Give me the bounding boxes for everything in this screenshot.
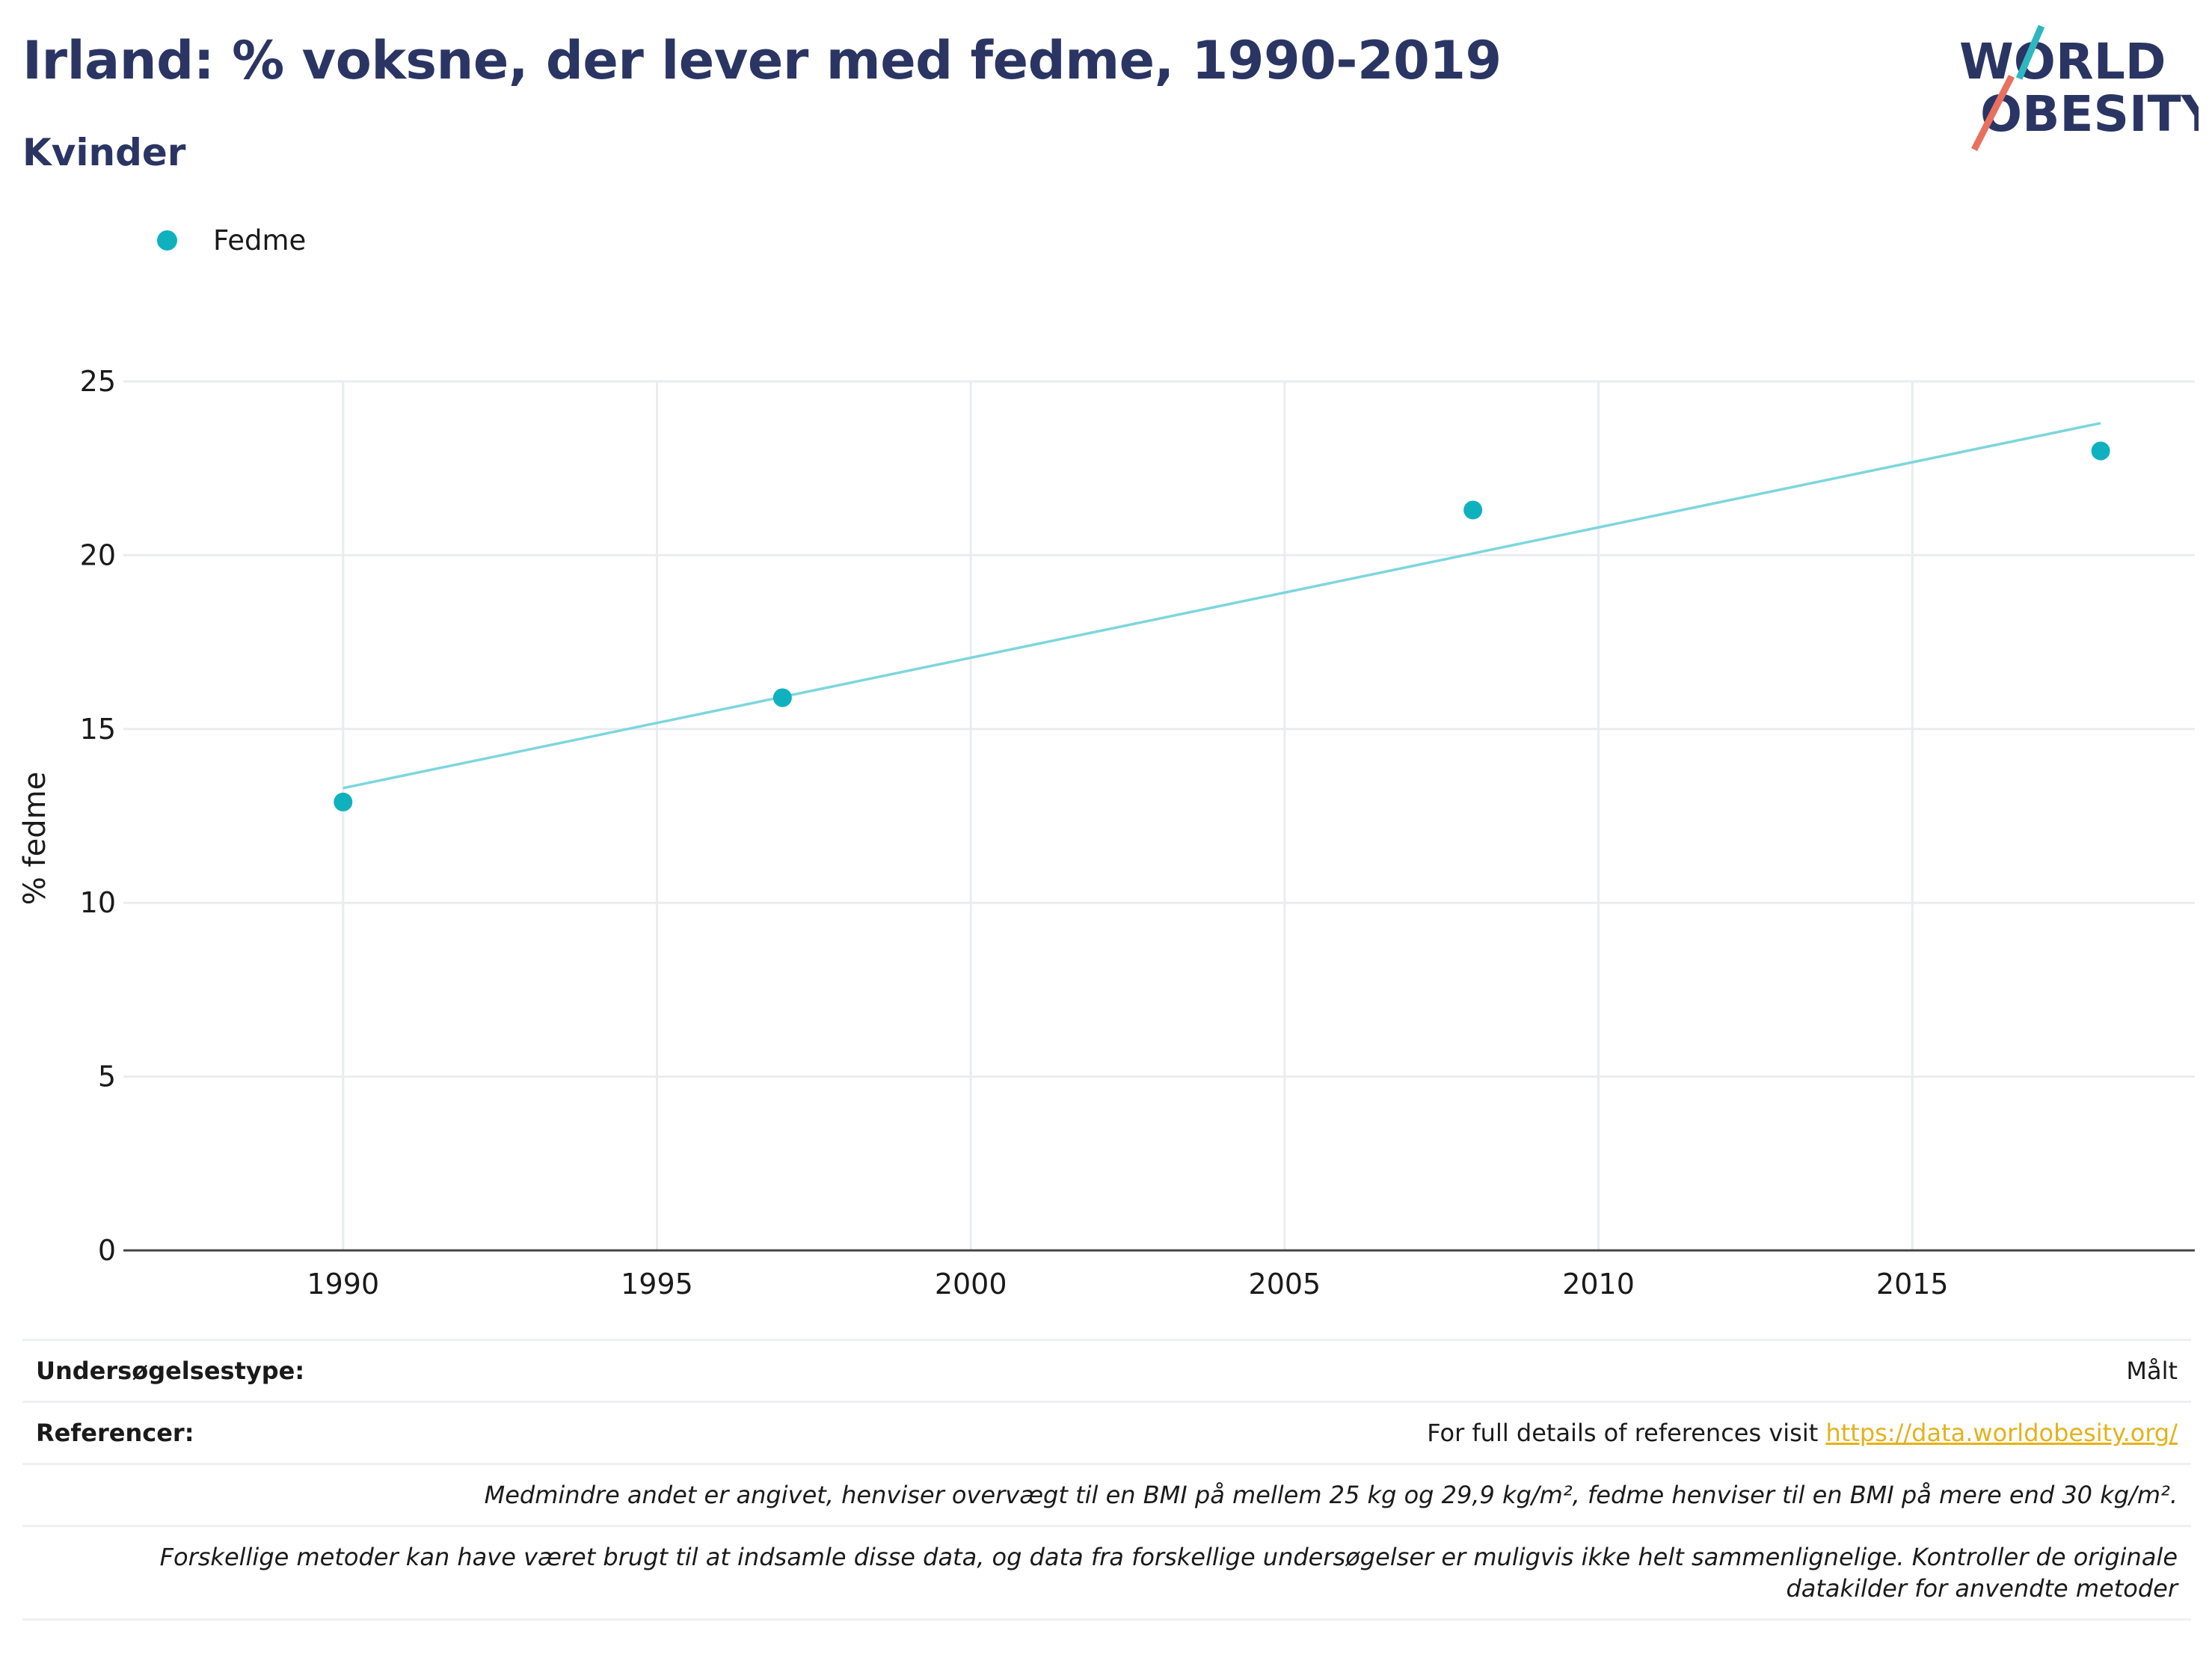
bmi-note: Medmindre andet er angivet, henviser ove… (22, 1463, 2191, 1525)
data-point (1463, 500, 1483, 520)
references-row: Referencer: For full details of referenc… (22, 1401, 2191, 1463)
tick-labels: 0 5 10 15 20 25 1990 1995 2000 2005 2010 2015 (80, 365, 1949, 1301)
trendline-group (342, 422, 2101, 790)
y-axis-label: % fedme (18, 772, 52, 905)
y-tick-label: 10 (80, 886, 116, 919)
chart-title: Irland: % voksne, der lever med fedme, 1… (22, 30, 1502, 91)
references-value: For full details of references visit htt… (1427, 1419, 2178, 1447)
data-point (2091, 441, 2110, 461)
info-table: Undersøgelsestype: Målt Referencer: For … (22, 1339, 2191, 1621)
y-tick-label: 25 (80, 365, 116, 398)
y-tick-label: 15 (80, 713, 116, 746)
x-tick-label: 2000 (935, 1268, 1007, 1301)
points-group (334, 441, 2110, 811)
references-link[interactable]: https://data.worldobesity.org/ (1825, 1419, 2178, 1447)
survey-type-value: Målt (2126, 1357, 2178, 1385)
x-tick-label: 1990 (307, 1268, 379, 1301)
data-point (334, 792, 353, 811)
x-tick-label: 2015 (1876, 1268, 1949, 1301)
y-tick-label: 0 (98, 1234, 116, 1267)
x-tick-label: 2010 (1562, 1268, 1635, 1301)
x-tick-label: 2005 (1249, 1268, 1321, 1301)
references-label: Referencer: (36, 1419, 194, 1447)
logo-slash-teal (2015, 25, 2045, 80)
world-obesity-logo: WORLD OBESITY (1944, 22, 2212, 157)
logo-word-2: OBESITY (1980, 85, 2199, 143)
y-tick-label: 5 (98, 1060, 116, 1093)
survey-type-label: Undersøgelsestype: (36, 1357, 305, 1385)
legend-marker (157, 230, 177, 251)
logo-word-1: WORLD (1959, 33, 2166, 90)
chart-subtitle: Kvinder (22, 131, 186, 174)
legend-label: Fedme (213, 224, 307, 257)
x-tick-label: 1995 (621, 1268, 693, 1301)
legend[interactable]: Fedme (157, 224, 306, 257)
scatter-chart: 0 5 10 15 20 25 1990 1995 2000 2005 2010 2015 % fed… (18, 365, 2195, 1301)
y-tick-label: 20 (80, 538, 116, 571)
methods-note: Forskellige metoder kan have været brugt… (22, 1525, 2191, 1621)
references-text: For full details of references visit (1427, 1419, 1826, 1447)
grid (123, 380, 2195, 1250)
survey-type-row: Undersøgelsestype: Målt (22, 1339, 2191, 1401)
logo-slash-red (1970, 74, 2015, 152)
trendline (342, 422, 2101, 790)
data-point (772, 688, 792, 707)
